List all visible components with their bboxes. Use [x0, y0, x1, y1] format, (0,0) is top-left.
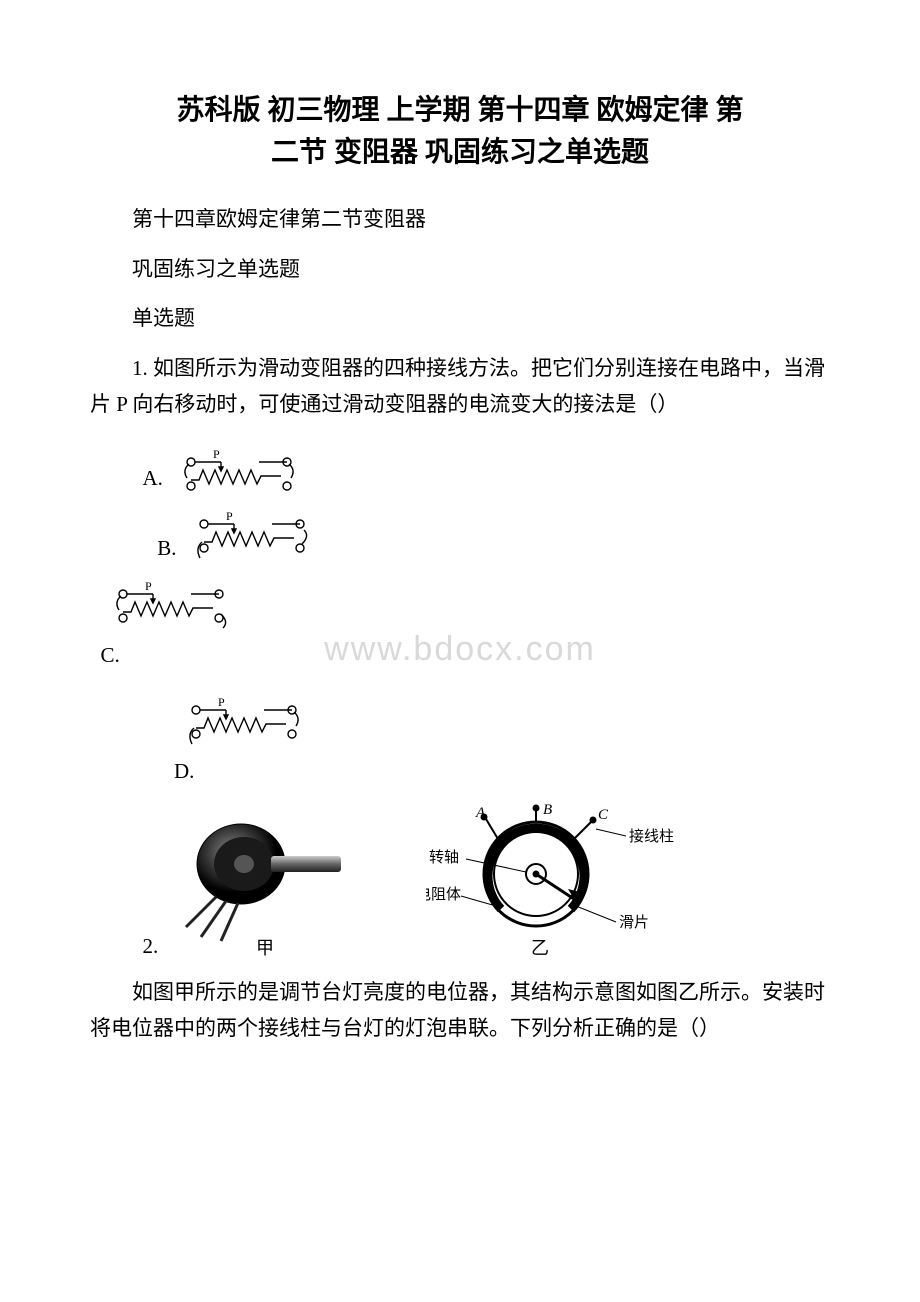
option-a-label: A.: [143, 463, 163, 495]
question-2-number: 2.: [143, 934, 159, 959]
rheostat-diagram-c: P: [101, 572, 241, 634]
question-1-text: 1. 如图所示为滑动变阻器的四种接线方法。把它们分别连接在电路中，当滑片 P 向…: [90, 351, 830, 422]
option-a: A. P: [90, 436, 830, 494]
subtitle-chapter: 第十四章欧姆定律第二节变阻器: [90, 202, 830, 238]
section-heading: 单选题: [90, 301, 830, 337]
potentiometer-diagram: A B C 接线柱 转轴 电阻体 滑片 乙: [426, 804, 706, 959]
rheostat-diagram-d: P: [174, 688, 314, 750]
option-c-label: C.: [101, 643, 120, 667]
option-b: B. P: [90, 502, 830, 564]
svg-text:接线柱: 接线柱: [629, 828, 674, 845]
svg-text:P: P: [213, 447, 220, 461]
option-b-label: B.: [157, 533, 176, 565]
svg-text:滑片: 滑片: [619, 914, 649, 931]
title-line-2: 二节 变阻器 巩固练习之单选题: [271, 137, 649, 168]
option-c-label-row: C.: [90, 638, 830, 674]
subtitle-practice: 巩固练习之单选题: [90, 252, 830, 288]
svg-text:C: C: [598, 807, 609, 823]
svg-text:A: A: [475, 805, 486, 821]
svg-text:转轴: 转轴: [429, 849, 459, 866]
option-d-label: D.: [174, 759, 194, 783]
option-d: P: [90, 688, 830, 750]
svg-text:甲: 甲: [256, 938, 274, 958]
svg-text:P: P: [145, 579, 152, 593]
option-d-label-row: D.: [90, 754, 830, 790]
potentiometer-photo: 甲: [166, 809, 366, 959]
rheostat-diagram-a: P: [169, 436, 309, 494]
svg-text:乙: 乙: [531, 938, 549, 958]
question-2-figures: 2.: [90, 804, 830, 959]
question-2-text: 如图甲所示的是调节台灯亮度的电位器，其结构示意图如图乙所示。安装时将电位器中的两…: [90, 975, 830, 1046]
svg-text:P: P: [218, 695, 225, 709]
option-c: P: [90, 572, 830, 634]
svg-text:B: B: [543, 804, 552, 818]
svg-text:P: P: [226, 509, 233, 523]
page-title: 苏科版 初三物理 上学期 第十四章 欧姆定律 第 二节 变阻器 巩固练习之单选题: [90, 90, 830, 174]
title-line-1: 苏科版 初三物理 上学期 第十四章 欧姆定律 第: [176, 95, 743, 126]
svg-text:电阻体: 电阻体: [426, 886, 461, 903]
rheostat-diagram-b: P: [182, 502, 322, 564]
